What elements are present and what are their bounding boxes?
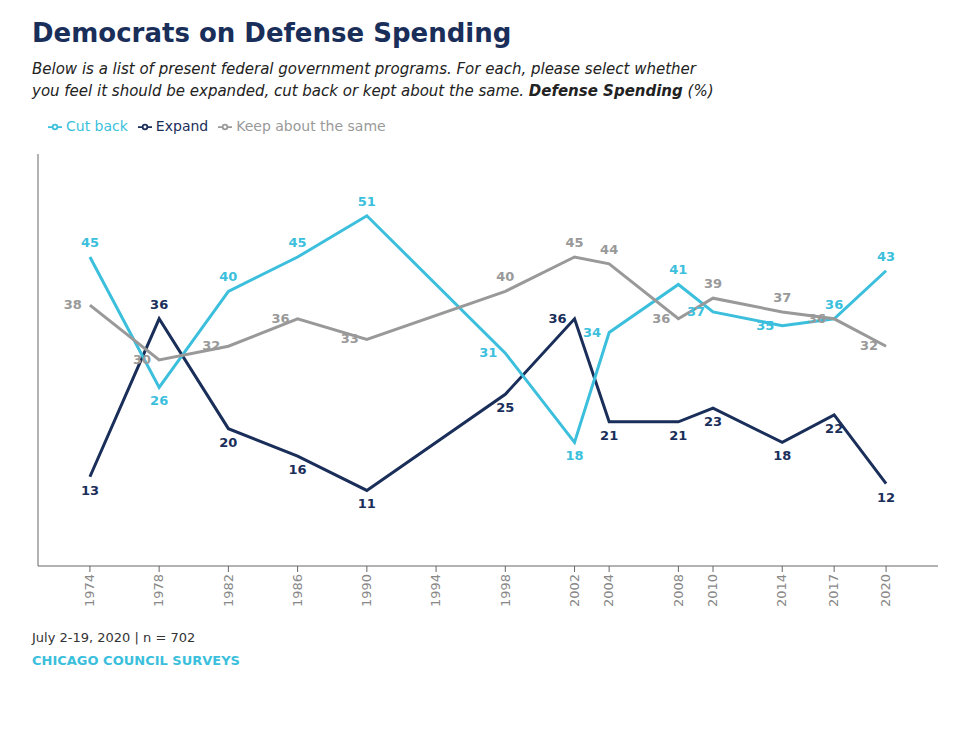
html-text:Keep about the same: Keep about the same [236,118,386,134]
svg-text:40: 40 [219,269,237,284]
svg-text:18: 18 [565,448,583,463]
svg-text:2004: 2004 [601,574,616,607]
html-text:Expand: Expand [155,118,209,134]
svg-text:1978: 1978 [151,574,166,607]
svg-text:34: 34 [583,325,601,340]
svg-text:40: 40 [496,269,514,284]
svg-text:31: 31 [479,345,497,360]
svg-text:26: 26 [150,393,168,408]
svg-text:44: 44 [600,242,618,257]
html-text:Democrats on Defense Spending: Democrats on Defense Spending [32,18,512,48]
svg-text:18: 18 [773,448,791,463]
svg-text:36: 36 [825,297,843,312]
svg-text:21: 21 [600,428,618,443]
svg-text:32: 32 [202,338,220,353]
svg-text:2020: 2020 [878,574,893,607]
svg-text:25: 25 [496,400,514,415]
svg-text:36: 36 [652,311,670,326]
svg-text:36: 36 [808,311,826,326]
svg-text:33: 33 [341,331,359,346]
svg-text:30: 30 [133,352,151,367]
svg-text:1974: 1974 [82,574,97,607]
svg-text:39: 39 [704,276,722,291]
svg-text:22: 22 [825,421,843,436]
svg-text:1998: 1998 [498,574,513,607]
svg-text:32: 32 [860,338,878,353]
svg-text:2010: 2010 [705,574,720,607]
svg-text:11: 11 [358,496,376,511]
svg-text:2017: 2017 [826,574,841,607]
svg-text:38: 38 [64,297,82,312]
svg-text:13: 13 [81,483,99,498]
svg-text:45: 45 [81,235,99,250]
svg-text:51: 51 [358,194,376,209]
svg-text:43: 43 [877,249,895,264]
svg-text:36: 36 [150,297,168,312]
svg-text:2002: 2002 [567,574,582,607]
svg-text:16: 16 [289,462,307,477]
html-text:CHICAGO COUNCIL SURVEYS: CHICAGO COUNCIL SURVEYS [32,653,240,668]
svg-text:36: 36 [548,311,566,326]
svg-text:37: 37 [687,304,705,319]
svg-text:1982: 1982 [221,574,236,607]
svg-text:36: 36 [272,311,290,326]
svg-text:12: 12 [877,490,895,505]
svg-text:45: 45 [565,235,583,250]
svg-text:2014: 2014 [774,574,789,607]
svg-text:35: 35 [756,318,774,333]
html-text:you feel it should be expanded: you feel it should be expanded, cut back… [32,82,714,100]
svg-text:1986: 1986 [290,574,305,607]
svg-text:20: 20 [219,435,237,450]
html-text:Cut back: Cut back [66,118,128,134]
svg-text:37: 37 [773,290,791,305]
svg-text:23: 23 [704,414,722,429]
svg-text:21: 21 [669,428,687,443]
html-text:July 2-19, 2020 | n = 702: July 2-19, 2020 | n = 702 [32,630,196,645]
svg-text:1994: 1994 [428,574,443,607]
svg-text:45: 45 [289,235,307,250]
svg-text:2008: 2008 [671,574,686,607]
svg-text:41: 41 [669,262,687,277]
svg-text:1990: 1990 [359,574,374,607]
html-text:Below is a list of present fed: Below is a list of present federal gover… [32,60,696,78]
